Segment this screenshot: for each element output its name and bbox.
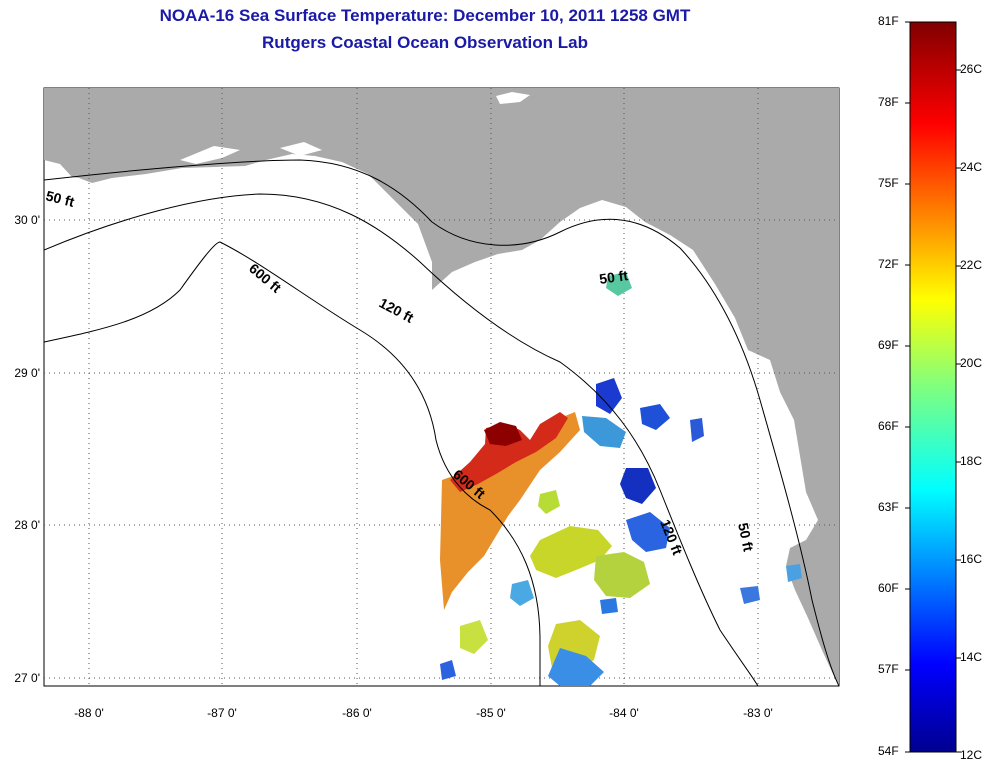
colorbar-label-f: 54F: [878, 744, 899, 758]
lon-axis: -88 0' -87 0' -86 0' -85 0' -84 0' -83 0…: [74, 706, 773, 720]
lat-tick-label: 27 0': [14, 671, 40, 685]
colorbar: [909, 21, 957, 753]
contour-label: 50 ft: [735, 521, 757, 553]
colorbar-label-c: 16C: [960, 552, 983, 566]
chart-title: NOAA-16 Sea Surface Temperature: Decembe…: [159, 6, 691, 25]
colorbar-label-f: 63F: [878, 500, 899, 514]
lon-tick-label: -83 0': [743, 706, 773, 720]
lon-tick-label: -84 0': [609, 706, 639, 720]
colorbar-label-c: 24C: [960, 160, 983, 174]
lon-tick-label: -85 0': [476, 706, 506, 720]
lat-tick-label: 30 0': [14, 213, 40, 227]
land-mass: [44, 88, 839, 686]
colorbar-label-f: 78F: [878, 95, 899, 109]
colorbar-label-c: 14C: [960, 650, 983, 664]
colorbar-label-c: 20C: [960, 356, 983, 370]
contour-label: 50 ft: [44, 187, 76, 210]
contour-label: 50 ft: [598, 267, 629, 287]
lat-axis: 30 0' 29 0' 28 0' 27 0': [14, 213, 40, 685]
colorbar-label-c: 26C: [960, 62, 983, 76]
lat-tick-label: 28 0': [14, 518, 40, 532]
chart-subtitle: Rutgers Coastal Ocean Observation Lab: [262, 33, 588, 52]
colorbar-label-f: 75F: [878, 176, 899, 190]
colorbar-label-c: 12C: [960, 748, 983, 762]
sst-patches: [440, 272, 802, 686]
lat-tick-label: 29 0': [14, 366, 40, 380]
colorbar-label-c: 22C: [960, 258, 983, 272]
colorbar-label-f: 66F: [878, 419, 899, 433]
bathymetry-contours: [44, 159, 839, 686]
colorbar-label-f: 69F: [878, 338, 899, 352]
colorbar-label-c: 18C: [960, 454, 983, 468]
lon-tick-label: -86 0': [342, 706, 372, 720]
bay-inlet: [280, 142, 322, 156]
lake: [496, 92, 530, 104]
lon-tick-label: -87 0': [207, 706, 237, 720]
colorbar-ticks: [905, 21, 961, 753]
colorbar-label-f: 57F: [878, 662, 899, 676]
lon-tick-label: -88 0': [74, 706, 104, 720]
colorbar-label-f: 60F: [878, 581, 899, 595]
bay-inlet: [180, 146, 240, 164]
colorbar-label-f: 72F: [878, 257, 899, 271]
colorbar-label-f: 81F: [878, 14, 899, 28]
